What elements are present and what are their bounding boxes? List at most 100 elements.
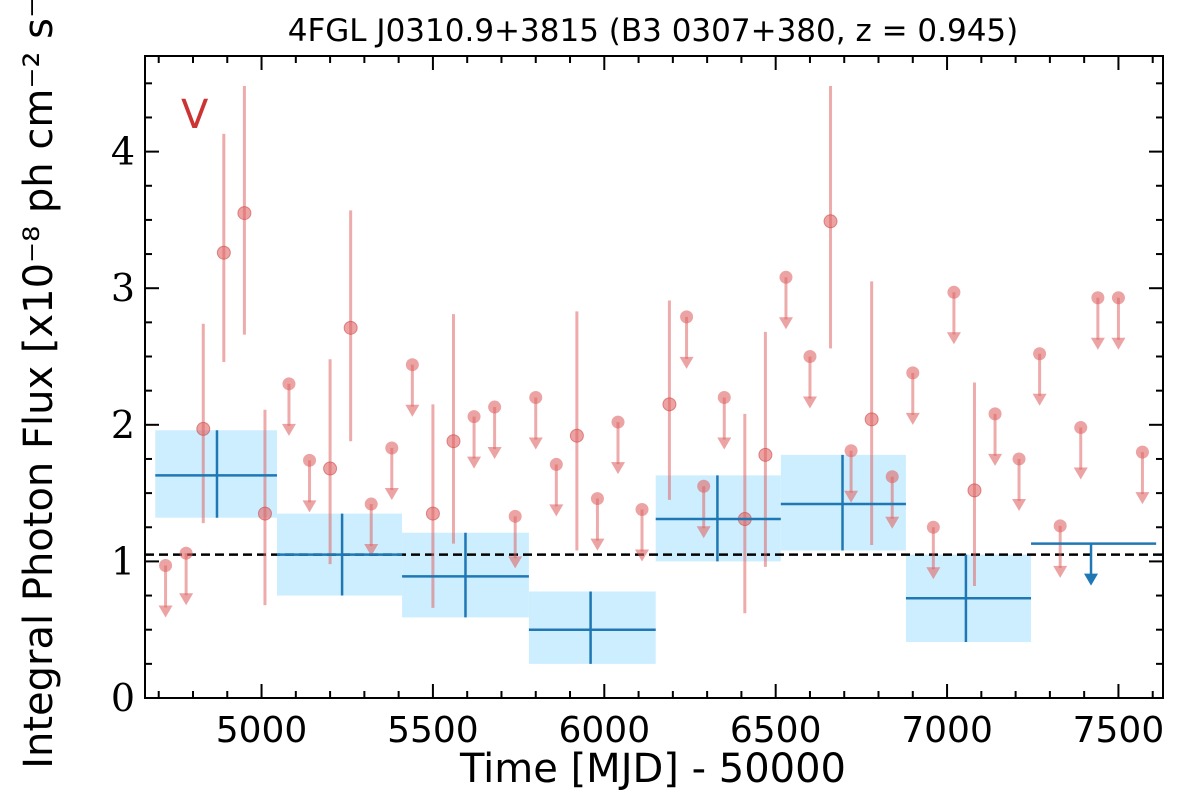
upper-limit-point [159,559,173,573]
upper-limit-point [611,415,625,429]
short-bin-point [237,206,252,221]
upper-limit-arrowhead [405,404,420,417]
upper-limit-arrowhead [802,396,817,409]
upper-limit-point [885,470,899,484]
upper-limit-arrowhead [487,447,502,460]
chart-title: 4FGL J0310.9+3815 (B3 0307+380, z = 0.94… [288,13,1019,49]
short-bin-point [823,214,838,229]
upper-limit-arrowhead [302,500,317,513]
long-bin-upper-limit-arrowhead [1084,573,1099,586]
upper-limit-arrowhead [364,544,379,557]
upper-limit-point [303,453,317,467]
upper-limit-point [697,479,711,493]
short-bin-point [967,483,982,498]
short-bin-point [758,447,773,462]
upper-limit-arrowhead [467,456,482,469]
upper-limit-arrowhead [885,516,900,529]
upper-limit-arrowhead [528,437,543,450]
upper-limit-arrowhead [508,556,523,569]
upper-limit-arrowhead [1135,492,1150,505]
upper-limit-point [947,285,961,299]
short-bin-point [662,397,677,412]
upper-limit-arrowhead [1012,498,1027,511]
short-bin-point [343,320,358,335]
upper-limit-arrowhead [384,488,399,501]
upper-limit-point [1135,445,1149,459]
upper-limit-point [179,546,193,560]
short-bin-point [196,421,211,436]
upper-limit-arrowhead [1073,467,1088,480]
upper-limit-point [1074,421,1088,435]
upper-limit-arrowhead [179,593,194,606]
upper-limit-arrowhead [549,504,564,517]
upper-limit-point [364,497,378,511]
upper-limit-arrowhead [1111,337,1126,350]
upper-limit-point [906,366,920,380]
upper-limit-point [385,441,399,455]
upper-limit-arrowhead [988,453,1003,466]
upper-limit-arrowhead [717,437,732,450]
short-bin-layer [158,86,1150,618]
upper-limit-arrowhead [946,332,961,345]
x-tick-label: 5000 [216,710,308,751]
x-tick-label: 6500 [730,710,822,751]
y-axis-label: Integral Photon Flux [x10⁻⁸ ph cm⁻² s⁻¹] [16,0,62,769]
upper-limit-arrowhead [635,549,650,562]
upper-limit-point [844,444,858,458]
upper-limit-point [635,502,649,516]
upper-limit-point [1111,291,1125,305]
upper-limit-arrowhead [844,490,859,503]
short-bin-point [257,506,272,521]
short-bin-point [425,506,440,521]
upper-limit-arrowhead [590,538,605,551]
upper-limit-point [549,457,563,471]
short-bin-point [864,412,879,427]
short-bin-point [216,245,231,260]
upper-limit-point [405,358,419,372]
upper-limit-point [508,509,522,523]
axis-ticks: 5000 5500 6000 6500 7000 7500 0 1 2 3 4 [111,56,1164,751]
upper-limit-point [779,270,793,284]
x-tick-label: 7000 [901,710,993,751]
upper-limit-point [1012,452,1026,466]
upper-limit-point [1033,347,1047,361]
upper-limit-arrowhead [696,526,711,539]
upper-limit-point [803,350,817,364]
upper-limit-point [590,492,604,506]
upper-limit-point [488,400,502,414]
axes-frame [144,55,1164,699]
upper-limit-arrowhead [778,317,793,330]
upper-limit-arrowhead [611,462,626,475]
upper-limit-point [926,520,940,534]
y-tick-label: 1 [111,539,135,583]
upper-limit-arrowhead [1053,565,1068,578]
upper-limit-arrowhead [1032,393,1047,406]
short-bin-point [323,461,338,476]
upper-limit-point [282,377,296,391]
upper-limit-arrowhead [1090,337,1105,350]
upper-limit-arrowhead [905,412,920,425]
y-tick-label: 0 [111,676,135,720]
x-tick-label: 5500 [387,710,479,751]
x-tick-label: 6000 [558,710,650,751]
upper-limit-arrowhead [926,567,941,580]
short-bin-point [569,428,584,443]
upper-limit-point [529,390,543,404]
upper-limit-arrowhead [281,423,296,436]
upper-limit-point [988,407,1002,421]
x-tick-label: 7500 [1073,710,1165,751]
upper-limit-point [467,410,481,424]
y-tick-label: 2 [111,403,135,447]
upper-limit-point [1053,519,1067,533]
upper-limit-point [717,390,731,404]
plot-frame [144,55,1164,699]
upper-limit-arrowhead [679,356,694,369]
long-bin-layer [155,430,1157,664]
x-axis-label: Time [MJD] - 50000 [459,746,846,792]
upper-limit-arrowhead [158,605,173,618]
long-bin-band [528,591,656,664]
y-tick-label: 3 [111,266,135,310]
short-bin-point [446,434,461,449]
panel-label: V [181,92,209,138]
